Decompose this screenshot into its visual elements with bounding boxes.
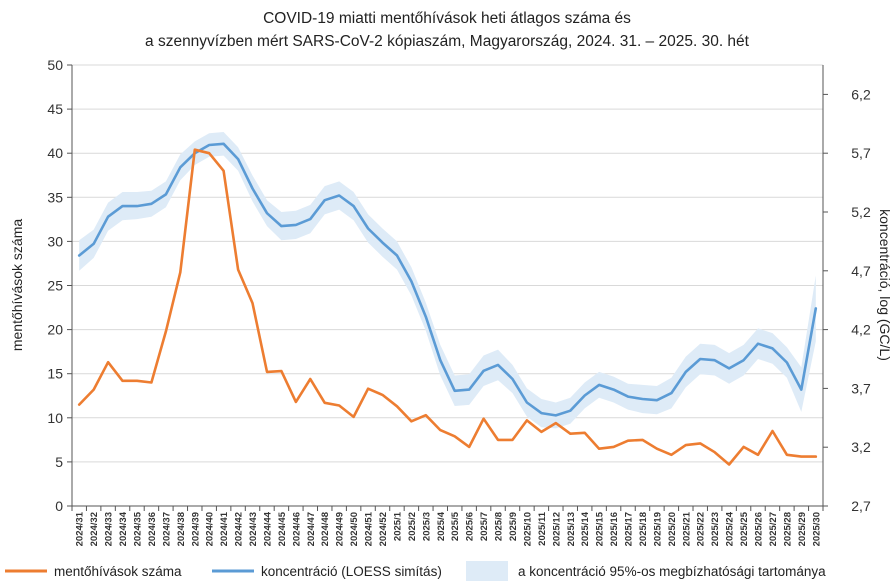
- x-tick-label: 2025/11: [537, 511, 548, 546]
- y-axis-right-label: koncentráció, log (GC/L): [877, 209, 893, 361]
- x-tick-label: 2025/1: [392, 511, 403, 541]
- x-axis-ticks: 2024/31 2024/32 2024/33 2024/34 2024/35 2024/…: [71, 506, 824, 546]
- x-tick-label: 2025/15: [595, 511, 606, 546]
- y-right-tick-label: 3,2: [851, 439, 871, 455]
- x-tick-label: 2025/21: [681, 511, 692, 546]
- x-tick-label: 2024/43: [248, 512, 259, 546]
- x-tick-label: 2025/30: [811, 512, 822, 546]
- x-tick-label: 2025/17: [624, 512, 635, 546]
- y-right-tick-label: 5,2: [851, 204, 871, 220]
- x-tick-label: 2024/37: [161, 512, 172, 546]
- x-tick-label: 2024/36: [147, 512, 158, 546]
- x-tick-label: 2025/22: [696, 512, 707, 546]
- x-tick-label: 2025/12: [551, 512, 562, 546]
- legend-label-concentration: koncentráció (LOESS simítás): [261, 564, 442, 579]
- x-tick-label: 2025/27: [768, 512, 779, 546]
- chart-title-line1: COVID-19 miatti mentőhívások heti átlago…: [263, 10, 631, 27]
- x-tick-label: 2024/38: [176, 512, 187, 546]
- x-tick-label: 2025/8: [494, 512, 505, 541]
- x-tick-label: 2024/33: [104, 512, 115, 546]
- legend: mentőhívások száma koncentráció (LOESS s…: [5, 561, 826, 581]
- x-tick-label: 2024/46: [291, 512, 302, 546]
- x-tick-label: 2025/4: [436, 511, 447, 541]
- y-right-tick-label: 4,7: [851, 263, 871, 279]
- x-tick-label: 2024/34: [118, 511, 129, 546]
- x-tick-label: 2024/42: [234, 512, 245, 546]
- x-tick-label: 2025/28: [782, 512, 793, 546]
- y-left-tick-label: 15: [47, 366, 63, 382]
- y-axis-right-ticks: 2,7 3,2 3,7 4,2 4,7 5,2 5,7 6,2: [823, 86, 871, 514]
- y-axis-left-ticks: 0 5 10 15 20 25 30 35 40 45 50: [47, 57, 63, 514]
- x-tick-label: 2025/13: [566, 512, 577, 546]
- concentration-series-line: [77, 142, 818, 417]
- y-left-tick-label: 30: [47, 233, 63, 249]
- x-tick-label: 2025/25: [739, 511, 750, 546]
- x-tick-label: 2024/50: [349, 512, 360, 546]
- y-right-tick-label: 5,7: [851, 145, 871, 161]
- x-tick-label: 2024/32: [89, 512, 100, 546]
- y-left-tick-label: 10: [47, 410, 63, 426]
- x-tick-label: 2024/40: [205, 512, 216, 546]
- x-tick-label: 2025/18: [638, 512, 649, 546]
- x-tick-label: 2024/51: [364, 511, 375, 546]
- y-left-tick-label: 35: [47, 189, 63, 205]
- y-right-tick-label: 6,2: [851, 86, 871, 102]
- x-tick-label: 2025/24: [725, 511, 736, 546]
- confidence-band-layer: [79, 132, 816, 429]
- x-tick-label: 2025/26: [754, 512, 765, 546]
- x-tick-label: 2024/39: [190, 512, 201, 546]
- series-lines-layer: [77, 142, 818, 466]
- x-tick-label: 2025/3: [421, 512, 432, 541]
- x-tick-label: 2024/52: [378, 512, 389, 546]
- gridlines: [72, 64, 823, 463]
- x-tick-label: 2025/16: [609, 512, 620, 546]
- x-tick-label: 2025/9: [508, 512, 519, 541]
- x-tick-label: 2024/48: [320, 512, 331, 546]
- y-right-tick-label: 4,2: [851, 322, 871, 338]
- y-right-tick-label: 2,7: [851, 498, 871, 514]
- x-tick-label: 2024/31: [75, 511, 86, 546]
- x-tick-label: 2024/45: [277, 511, 288, 546]
- x-tick-label: 2025/19: [652, 512, 663, 546]
- confidence-band-area: [79, 132, 816, 429]
- x-tick-label: 2025/14: [580, 511, 591, 546]
- x-tick-label: 2025/6: [465, 512, 476, 541]
- legend-swatch-band: [466, 561, 508, 581]
- chart-title-line2: a szennyvízben mért SARS-CoV-2 kópiaszám…: [145, 33, 750, 50]
- x-tick-label: 2024/44: [262, 511, 273, 546]
- x-tick-label: 2025/23: [710, 512, 721, 546]
- y-left-tick-label: 50: [47, 57, 63, 73]
- legend-label-calls: mentőhívások száma: [54, 564, 182, 579]
- x-tick-label: 2024/35: [132, 511, 143, 546]
- y-left-tick-label: 40: [47, 145, 63, 161]
- x-tick-label: 2024/47: [306, 512, 317, 546]
- y-right-tick-label: 3,7: [851, 380, 871, 396]
- y-axis-left-label: mentőhívások száma: [9, 219, 25, 351]
- y-left-tick-label: 45: [47, 101, 63, 117]
- x-tick-label: 2025/20: [667, 512, 678, 546]
- legend-label-band: a koncentráció 95%-os megbízhatósági tar…: [518, 564, 826, 579]
- x-tick-label: 2025/10: [522, 512, 533, 546]
- ambulance-calls-series-line: [77, 148, 818, 466]
- x-tick-label: 2024/49: [335, 512, 346, 546]
- x-tick-label: 2025/7: [479, 512, 490, 541]
- x-tick-label: 2025/5: [450, 511, 461, 541]
- y-left-tick-label: 0: [55, 498, 63, 514]
- x-tick-label: 2024/41: [219, 511, 230, 546]
- y-left-tick-label: 20: [47, 322, 63, 338]
- y-left-tick-label: 25: [47, 278, 63, 294]
- x-tick-label: 2025/2: [407, 512, 418, 541]
- x-tick-label: 2025/29: [797, 512, 808, 546]
- y-left-tick-label: 5: [55, 454, 63, 470]
